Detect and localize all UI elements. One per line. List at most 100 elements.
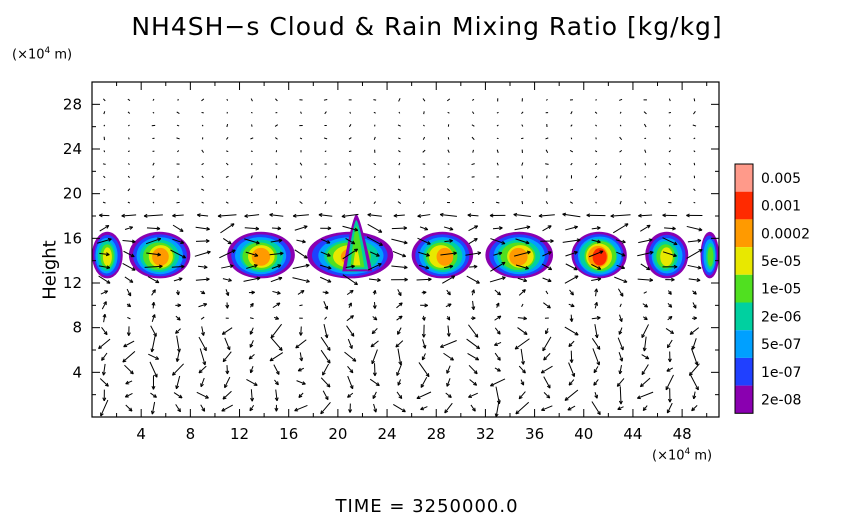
colorbar-swatch [735, 247, 753, 275]
wind-vector-head [131, 239, 136, 243]
wind-vector [320, 377, 331, 388]
y-unit-prefix: (×10 [12, 47, 45, 63]
wind-vector-head [300, 332, 303, 336]
wind-vector-head [423, 333, 426, 338]
wind-vector-head [153, 385, 156, 390]
wind-vector-head [670, 290, 672, 295]
wind-vector [494, 341, 502, 346]
wind-vector-head [101, 358, 105, 361]
wind-vector [244, 238, 260, 244]
wind-vector [562, 239, 581, 243]
wind-vector-head [222, 397, 227, 400]
wind-vector [513, 213, 531, 217]
wind-vector-head [564, 399, 569, 401]
wind-vector [225, 162, 229, 166]
wind-vector [221, 265, 234, 269]
wind-vector [545, 149, 549, 153]
y-tick-label: 20 [63, 185, 82, 203]
wind-vector-head [395, 345, 400, 348]
wind-vector [521, 111, 524, 114]
wind-vector-head [515, 347, 519, 350]
wind-vector-head [473, 264, 478, 267]
wind-vector-head [329, 359, 331, 364]
colorbar-swatch [735, 357, 753, 386]
wind-vector-head [306, 279, 310, 283]
wind-vector [397, 201, 402, 204]
wind-vector [201, 188, 205, 191]
wind-vector [591, 227, 601, 230]
wind-vector-head [122, 360, 127, 363]
wind-vector-head [668, 315, 673, 318]
wind-vector [496, 149, 499, 153]
colorbar-label: 5e-07 [761, 337, 801, 353]
wind-vector-head [131, 253, 135, 257]
wind-vector [514, 338, 530, 350]
wind-vector [446, 98, 451, 102]
wind-vector [197, 214, 209, 217]
wind-vector [521, 201, 524, 205]
x-unit-suffix: m) [690, 448, 713, 464]
wind-vector-head [205, 239, 210, 242]
wind-vector-head [157, 252, 161, 256]
wind-vector-head [353, 357, 357, 362]
wind-vector [545, 137, 549, 140]
wind-vector-head [693, 316, 697, 319]
wind-vector-head [476, 356, 480, 361]
wind-vector [619, 136, 623, 141]
wind-vector [102, 201, 106, 204]
wind-vector-head [645, 303, 649, 308]
wind-vector [103, 314, 106, 323]
wind-vector-head [328, 265, 332, 269]
wind-vector-head [198, 371, 203, 374]
wind-vector [416, 391, 432, 399]
wind-vector [641, 364, 649, 375]
wind-vector [594, 163, 598, 165]
wind-vector [292, 264, 310, 269]
wind-vector-head [203, 332, 205, 336]
wind-vector [347, 338, 353, 349]
wind-vector-head [176, 385, 180, 390]
wind-vector-head [277, 226, 282, 230]
wind-vector [564, 326, 579, 336]
x-tick-label: 28 [427, 425, 446, 443]
wind-vector-head [403, 408, 406, 412]
wind-vector [319, 264, 332, 269]
wind-vector [145, 238, 161, 245]
wind-vector-head [372, 396, 377, 399]
y-unit-exponent: 4 [44, 46, 51, 56]
cloud-cell-level [436, 247, 454, 266]
wind-vector [644, 149, 647, 153]
wind-vector [125, 404, 133, 412]
wind-vector [422, 149, 426, 153]
wind-vector [545, 98, 548, 101]
wind-vector-head [318, 214, 323, 217]
wind-vector-head [327, 226, 332, 229]
wind-vector-head [451, 356, 454, 361]
wind-vector [617, 288, 624, 297]
wind-vector [348, 188, 352, 192]
wind-vector-head [449, 239, 453, 242]
colorbar-swatch [735, 330, 753, 358]
wind-vector-head [427, 277, 432, 280]
wind-vector [100, 290, 108, 295]
wind-vector [616, 378, 625, 387]
wind-vector-head [427, 373, 430, 377]
wind-vector-head [671, 330, 675, 334]
wind-vector-head [151, 411, 155, 415]
wind-vector-head [326, 334, 329, 339]
wind-vector [569, 150, 574, 153]
wind-vector-head [523, 278, 528, 282]
wind-vector [175, 375, 181, 389]
colorbar-label: 0.005 [761, 171, 801, 187]
cloud-cell-level [592, 248, 607, 266]
wind-vector-head [217, 215, 222, 218]
wind-vector [195, 226, 210, 230]
wind-vector [545, 290, 549, 295]
wind-vector-head [152, 289, 156, 292]
wind-vector [662, 237, 678, 246]
wind-vector-head [641, 335, 646, 339]
wind-vector [395, 340, 404, 348]
wind-vector [226, 150, 229, 153]
wind-vector-head [106, 252, 110, 256]
wind-vector-head [205, 395, 209, 399]
